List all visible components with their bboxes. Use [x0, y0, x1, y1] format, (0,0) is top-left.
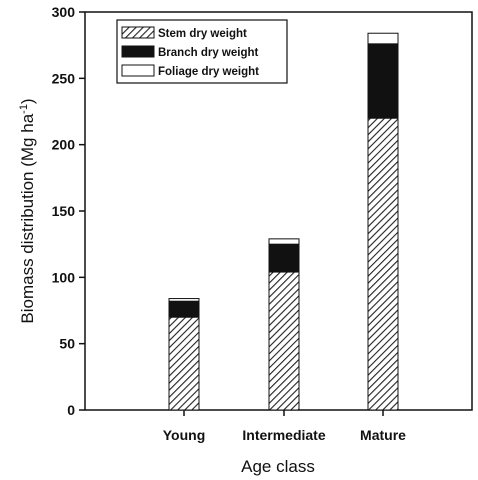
- legend: Stem dry weight Branch dry weight Foliag…: [116, 19, 288, 84]
- bar-segment-branch: [168, 300, 200, 318]
- bar-segment-foliage: [367, 32, 399, 45]
- y-tick-label: 100: [52, 269, 76, 285]
- bar-segment-branch: [367, 43, 399, 119]
- legend-label-foliage: Foliage dry weight: [158, 66, 259, 78]
- bar-segment-foliage: [168, 298, 200, 302]
- x-tick-label: Young: [163, 427, 206, 443]
- legend-label-stem: Stem dry weight: [158, 28, 247, 40]
- y-axis-title-superscript: -1: [18, 104, 30, 114]
- y-tick-label: 0: [67, 402, 75, 418]
- x-axis-title: Age class: [241, 457, 315, 476]
- bar-segment-foliage: [268, 238, 300, 245]
- bar-segment-stem: [367, 117, 399, 411]
- legend-swatch-stem: [121, 26, 155, 39]
- y-axis-title-close: ): [18, 98, 37, 104]
- y-tick-label: 250: [52, 70, 76, 86]
- x-tick-label: Mature: [360, 427, 406, 443]
- y-tick-label: 300: [52, 4, 76, 20]
- legend-swatch-branch: [121, 45, 155, 58]
- x-tick-label: Intermediate: [242, 427, 325, 443]
- bar-segment-stem: [268, 271, 300, 411]
- y-axis-title-main: Biomass distribution (Mg ha: [18, 113, 37, 323]
- y-tick-label: 150: [52, 203, 76, 219]
- y-axis: 0 50 100 150 200 250 300: [52, 4, 85, 418]
- x-axis: Young Intermediate Mature: [163, 410, 406, 443]
- bar-segment-stem: [168, 316, 200, 411]
- bar-segment-branch: [268, 243, 300, 273]
- legend-swatch-foliage: [121, 64, 155, 77]
- legend-label-branch: Branch dry weight: [158, 47, 258, 59]
- y-tick-label: 200: [52, 137, 76, 153]
- y-axis-title: Biomass distribution (Mg ha-1): [18, 98, 37, 323]
- y-tick-label: 50: [59, 336, 75, 352]
- bars: [168, 32, 399, 411]
